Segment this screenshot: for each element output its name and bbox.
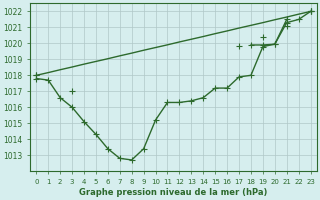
X-axis label: Graphe pression niveau de la mer (hPa): Graphe pression niveau de la mer (hPa)	[79, 188, 268, 197]
